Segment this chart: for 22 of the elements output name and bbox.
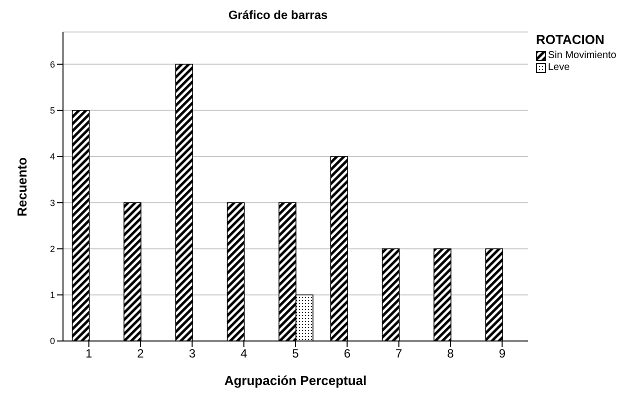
legend-label: Sin Movimiento bbox=[548, 50, 616, 62]
chart-title: Gráfico de barras bbox=[227, 8, 329, 24]
x-tick-label: 1 bbox=[85, 346, 92, 361]
x-tick-label: 2 bbox=[137, 346, 144, 361]
y-tick-label: 4 bbox=[50, 152, 55, 162]
legend-title: ROTACION bbox=[536, 32, 606, 47]
x-axis-title: Agrupación Perceptual bbox=[224, 373, 367, 388]
x-tick-label: 9 bbox=[498, 346, 506, 361]
y-tick-label: 1 bbox=[50, 290, 55, 300]
y-tick-label: 6 bbox=[50, 59, 55, 70]
x-tick-label: 7 bbox=[395, 346, 402, 361]
x-tick-label: 8 bbox=[447, 346, 454, 361]
legend-label: Leve bbox=[548, 62, 570, 74]
x-tick-label: 5 bbox=[292, 346, 300, 361]
y-tick-label: 3 bbox=[50, 198, 55, 208]
y-tick-label: 0 bbox=[50, 336, 55, 346]
y-tick-label: 2 bbox=[50, 244, 55, 254]
x-tick-label: 6 bbox=[344, 346, 351, 361]
x-tick-label: 4 bbox=[240, 346, 248, 361]
y-tick-label: 5 bbox=[50, 106, 55, 116]
x-tick-label: 3 bbox=[188, 346, 196, 361]
y-axis-title: Recuento bbox=[14, 157, 30, 216]
